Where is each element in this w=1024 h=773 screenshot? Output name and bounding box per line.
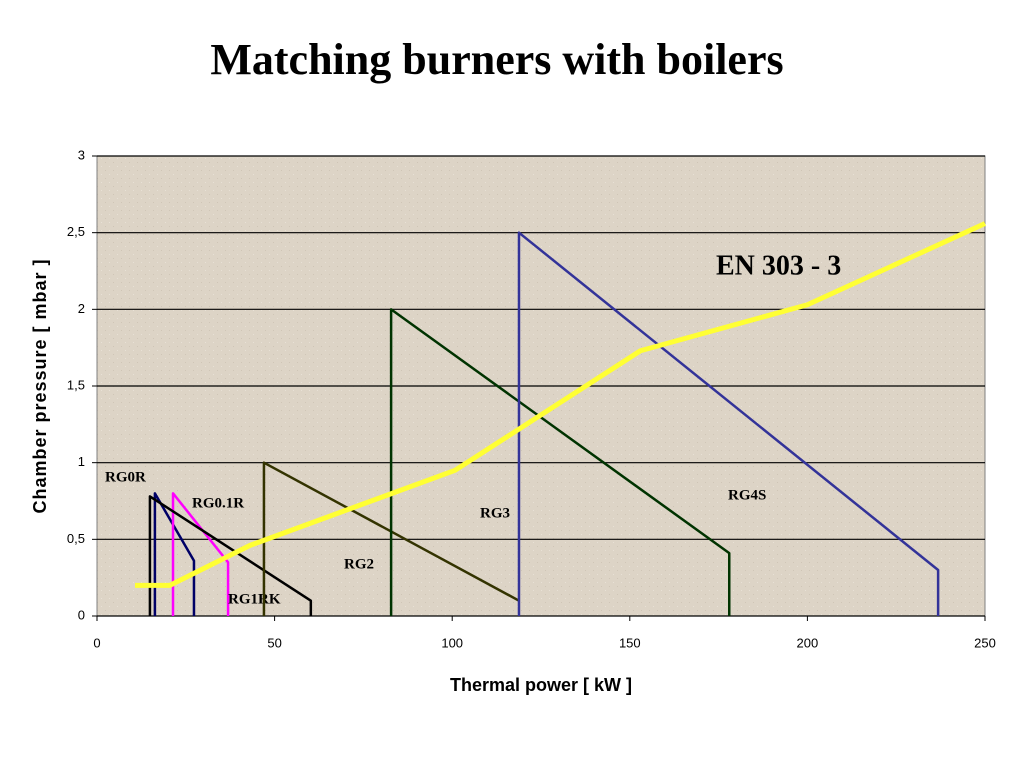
y-tick-label: 2 bbox=[78, 301, 85, 316]
series-line bbox=[135, 221, 987, 588]
series-line bbox=[389, 308, 731, 616]
series-label: RG0R bbox=[105, 469, 146, 485]
y-tick-label: 2,5 bbox=[67, 224, 85, 239]
y-tick-label: 1,5 bbox=[67, 377, 85, 392]
x-tick-label: 50 bbox=[267, 635, 281, 650]
series-label: RG1RK bbox=[228, 591, 281, 607]
x-tick-label: 100 bbox=[441, 635, 463, 650]
y-tick-label: 1 bbox=[78, 454, 85, 469]
x-axis-label: Thermal power [ kW ] bbox=[450, 675, 632, 695]
series-line bbox=[517, 231, 940, 616]
series-label: EN 303 - 3 bbox=[716, 250, 841, 281]
series-label: RG2 bbox=[344, 556, 374, 572]
y-axis-label: Chamber pressure [ mbar ] bbox=[30, 258, 50, 513]
y-tick-label: 3 bbox=[78, 147, 85, 162]
x-tick-label: 200 bbox=[797, 635, 819, 650]
series-line bbox=[262, 461, 520, 616]
chart-title: Matching burners with boilers bbox=[210, 35, 783, 84]
y-tick-label: 0 bbox=[78, 607, 85, 622]
series-line bbox=[153, 492, 196, 616]
x-tick-label: 0 bbox=[93, 635, 100, 650]
series-line bbox=[148, 495, 313, 616]
y-tick-label: 0,5 bbox=[67, 531, 85, 546]
series-label: RG3 bbox=[480, 505, 510, 521]
series-label: RG0.1R bbox=[192, 495, 244, 511]
x-tick-label: 150 bbox=[619, 635, 641, 650]
x-tick-label: 250 bbox=[974, 635, 996, 650]
series-label: RG4S bbox=[728, 487, 766, 503]
